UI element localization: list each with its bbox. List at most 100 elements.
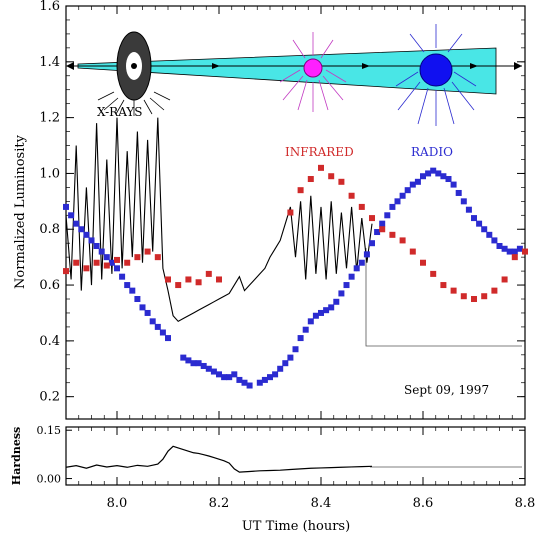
radio-data-point: [414, 178, 421, 185]
infrared-data-point: [205, 270, 212, 277]
radio-data-point: [445, 176, 452, 183]
radio-data-point: [511, 248, 518, 255]
jet-schematic: [66, 24, 522, 126]
radio-data-point: [205, 365, 212, 372]
radio-data-point: [165, 335, 171, 342]
infrared-data-point: [297, 187, 304, 194]
radio-data-point: [292, 346, 299, 353]
radio-data-point: [144, 309, 151, 316]
x-ticks: 8.0 8.2 8.4 8.6 8.8: [65, 6, 536, 511]
infrared-data-point: [134, 254, 141, 261]
radio-data-point: [139, 304, 146, 311]
radio-data-point: [404, 187, 411, 194]
radio-data-point: [379, 220, 386, 227]
radio-data-point: [124, 282, 131, 289]
radio-data-point: [195, 360, 202, 367]
infrared-data-point: [63, 268, 69, 275]
radio-data-point: [302, 326, 309, 333]
hardness-axis-title: Hardness: [10, 427, 23, 485]
infrared-data-point: [338, 178, 345, 185]
radio-data-point: [333, 298, 340, 305]
y-tick-label: 0.8: [39, 222, 60, 237]
radio-data-point: [88, 237, 95, 244]
infrared-data-point: [318, 164, 324, 171]
radio-data-point: [369, 240, 375, 247]
infrared-data-point: [175, 282, 182, 289]
y-tick-label: 1.0: [39, 166, 60, 181]
radio-data-point: [435, 170, 442, 177]
radio-data-point: [190, 360, 197, 367]
radio-data-point: [287, 354, 294, 361]
radio-data-point: [180, 354, 187, 361]
x-tick-label: 8.8: [515, 496, 536, 511]
radio-data-point: [226, 374, 233, 381]
x-tick-label: 8.0: [107, 496, 128, 511]
xray-light-curve: [65, 117, 373, 323]
radio-data-point: [103, 254, 110, 261]
region-outline: [365, 248, 522, 347]
radio-data-point: [261, 376, 268, 383]
radio-data-point: [420, 173, 426, 180]
radio-data-point: [63, 203, 69, 210]
radio-data-point: [216, 371, 222, 378]
infrared-data-point: [83, 265, 90, 272]
radio-data-point: [338, 290, 345, 297]
date-label: Sept 09, 1997: [404, 383, 489, 397]
infrared-label: INFRARED: [285, 145, 354, 159]
radio-data-point: [185, 357, 192, 364]
radio-data-point: [93, 242, 100, 249]
jet-arrow-icon: [212, 63, 220, 69]
infrared-data-point: [511, 254, 518, 261]
infrared-data-point: [522, 248, 528, 255]
radio-data-point: [114, 265, 120, 272]
infrared-data-point: [93, 259, 100, 266]
radio-data-point: [496, 242, 503, 249]
radio-data-point: [256, 379, 263, 386]
infrared-data-point: [154, 254, 161, 261]
infrared-data-point: [114, 256, 120, 263]
y-tick-label: 1.4: [39, 55, 60, 70]
infrared-data-point: [379, 226, 386, 233]
y-tick-label: 0.6: [39, 278, 60, 293]
radio-data-point: [506, 248, 513, 255]
radio-data-point: [476, 220, 483, 227]
infrared-data-point: [328, 173, 335, 180]
y-axis-title: Normalized Luminosity: [13, 134, 28, 289]
radio-data-point: [246, 382, 253, 389]
infrared-data-point: [450, 287, 457, 294]
infrared-blob-icon: [303, 58, 323, 78]
radio-data-point: [312, 312, 319, 319]
right-arrow-icon: [514, 62, 522, 70]
radio-data-point: [119, 273, 126, 280]
radio-data-point: [129, 287, 136, 294]
x-axis-title: UT Time (hours): [242, 519, 350, 534]
radio-data-point: [134, 296, 141, 303]
radio-data-point: [353, 265, 360, 272]
radio-data-point: [98, 248, 105, 255]
infrared-data-point: [430, 270, 437, 277]
y-tick-label: 1.2: [39, 111, 60, 126]
hardness-series-layer: [65, 445, 373, 473]
radio-data-point: [282, 360, 289, 367]
jet-cone: [77, 47, 497, 95]
infrared-data-point: [195, 279, 202, 286]
xrays-label: X-RAYS: [97, 105, 143, 119]
radio-data-point: [425, 170, 432, 177]
infrared-data-point: [287, 209, 294, 216]
hardness-curve: [65, 445, 373, 473]
radio-data-point: [450, 181, 457, 188]
radio-data-point: [323, 307, 330, 314]
radio-data-point: [491, 237, 498, 244]
y-tick-label: 0.2: [39, 390, 60, 405]
radio-data-point: [394, 198, 401, 205]
radio-data-point: [307, 318, 314, 325]
y-tick-label: 1.6: [39, 0, 60, 14]
radio-data-point: [200, 362, 207, 369]
infrared-rays-icon: [279, 32, 347, 112]
radio-data-point: [399, 192, 406, 199]
radio-data-point: [358, 259, 365, 266]
infrared-data-point: [389, 231, 396, 238]
radio-data-point: [236, 376, 243, 383]
radio-data-point: [374, 229, 381, 236]
